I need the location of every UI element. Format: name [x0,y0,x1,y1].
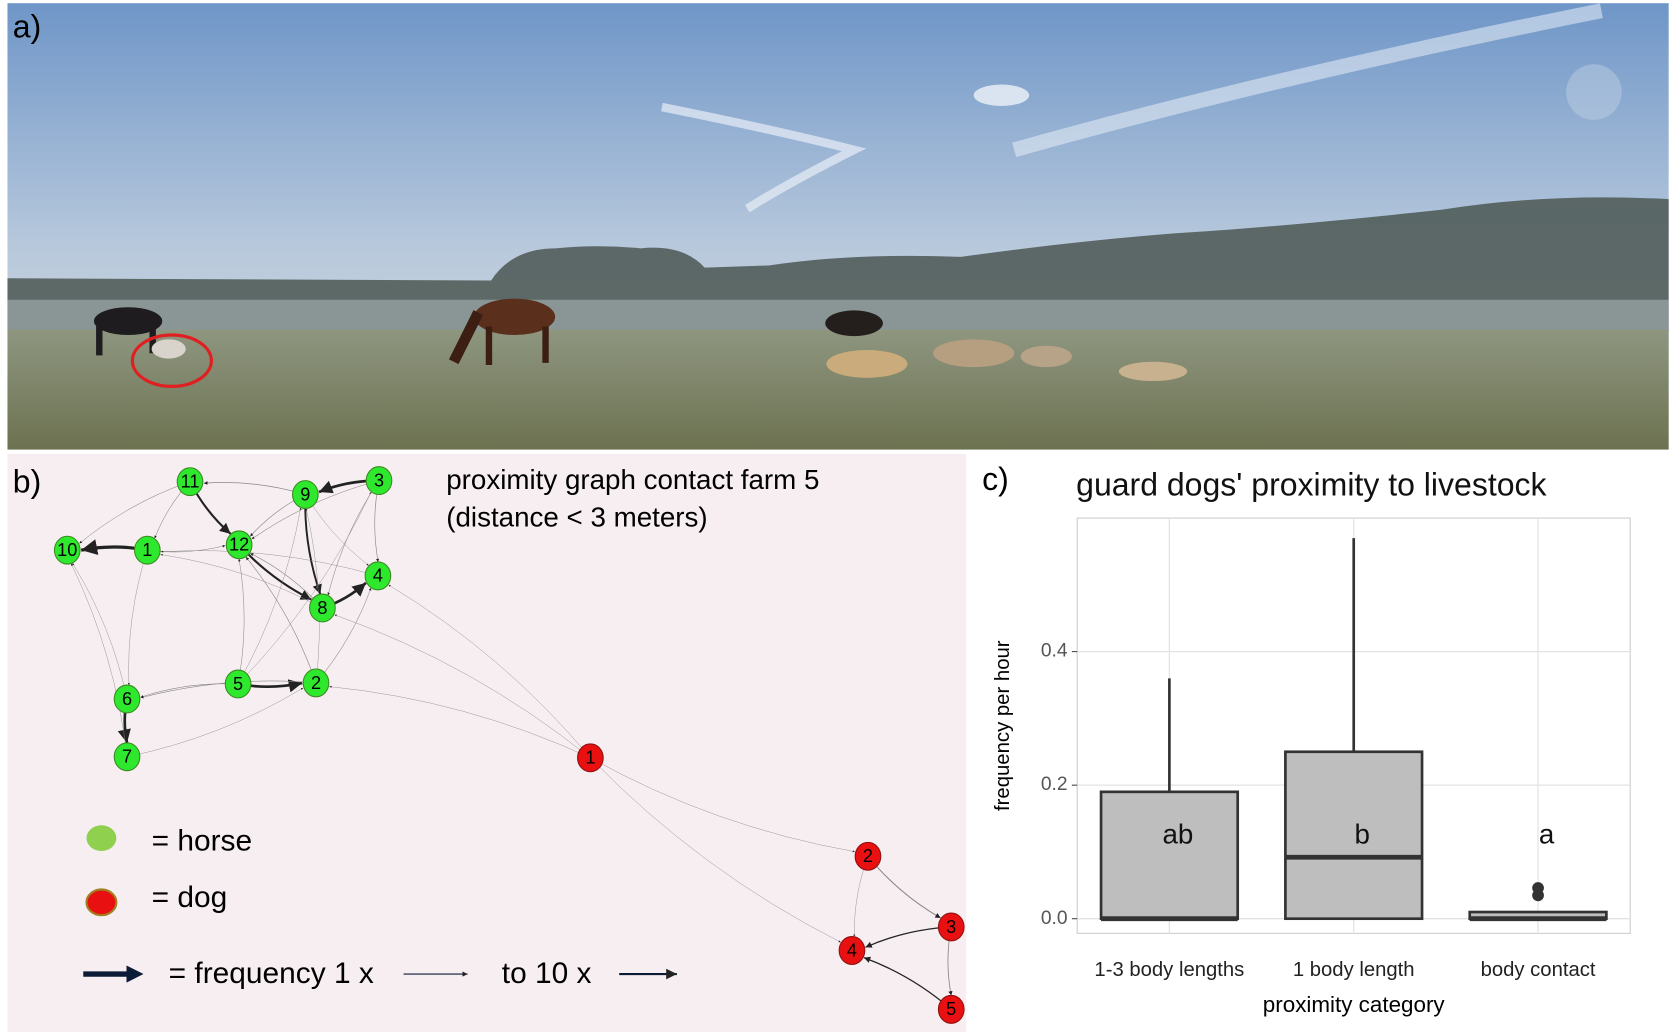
outlier [1532,882,1544,894]
edge [127,550,148,686]
x-axis-label: proximity category [1263,992,1446,1017]
node-label: 5 [946,999,956,1019]
legend-swatch [85,888,118,917]
legend-label: = frequency 1 x [169,957,374,990]
y-tick-label: 0.2 [1041,774,1068,795]
node-label: 6 [122,689,132,709]
edge [245,556,317,684]
photo [7,3,1669,450]
horse-node [365,466,393,496]
dog-node [937,994,965,1024]
node-label: 3 [946,917,956,937]
node-label: 1 [142,540,152,560]
x-tick-label: body contact [1481,959,1596,981]
edge [79,481,191,544]
graph-title: proximity graph contact farm 5 [446,464,819,495]
horse-node [113,742,141,772]
panel-label: a) [13,8,41,44]
chart-title: guard dogs' proximity to livestock [1076,466,1547,502]
node-label: 9 [300,484,310,504]
group-letter: b [1355,818,1370,849]
node-label: 4 [373,566,383,586]
plot: 0.0 0.2 0.4 1-3 body lengths 1 body length bo… [992,517,1631,1017]
edge [161,550,378,577]
node-label: 8 [317,598,327,618]
edge [329,685,591,759]
graph-title: (distance < 3 meters) [446,501,707,532]
edge [72,562,128,700]
legend-swatch [86,825,117,851]
edge [237,507,302,685]
node-label: 10 [57,540,77,560]
horse-node [309,593,336,623]
edge [160,553,323,609]
edge [388,584,591,758]
group-letter: a [1539,818,1555,849]
edge [334,614,591,759]
edge [70,563,128,757]
y-axis-label: frequency per hour [992,640,1014,811]
dog-node [577,743,604,773]
panel-background [7,453,967,1032]
y-tick-label: 0.4 [1041,641,1068,662]
horse-node [302,668,330,698]
node-label: 5 [233,674,243,694]
horse-node [225,530,253,560]
node-label: 12 [229,535,249,555]
dog-node [937,912,965,942]
node-label: 2 [863,846,873,866]
dog-node [838,936,866,965]
x-tick-label: 1-3 body lengths [1094,959,1244,981]
horse-node [176,467,204,497]
horse-node [53,535,81,565]
horse-node [224,669,252,699]
edge [590,757,841,943]
panel-label: b) [13,463,41,499]
horse-node [364,561,392,591]
legend-label: to 10 x [502,957,592,990]
horse-node [113,684,141,714]
y-tick-label: 0.0 [1041,908,1068,929]
horse-node [133,535,161,565]
legend-label: = dog [152,881,228,914]
edge [127,687,304,757]
edge [237,491,372,685]
panel-label: c) [982,461,1009,497]
node-label: 11 [181,472,200,492]
node-label: 2 [311,673,321,693]
group-letter: ab [1162,818,1193,849]
dog-node [854,841,882,871]
legend-label: = horse [152,824,253,857]
node-label: 4 [847,940,857,960]
node-label: 3 [374,470,384,490]
edge [590,757,855,853]
box [1099,790,1240,921]
x-tick-label: 1 body length [1293,959,1415,981]
node-label: 7 [122,747,132,767]
horse-node [291,480,319,509]
node-label: 1 [585,748,595,768]
box [1284,750,1424,921]
